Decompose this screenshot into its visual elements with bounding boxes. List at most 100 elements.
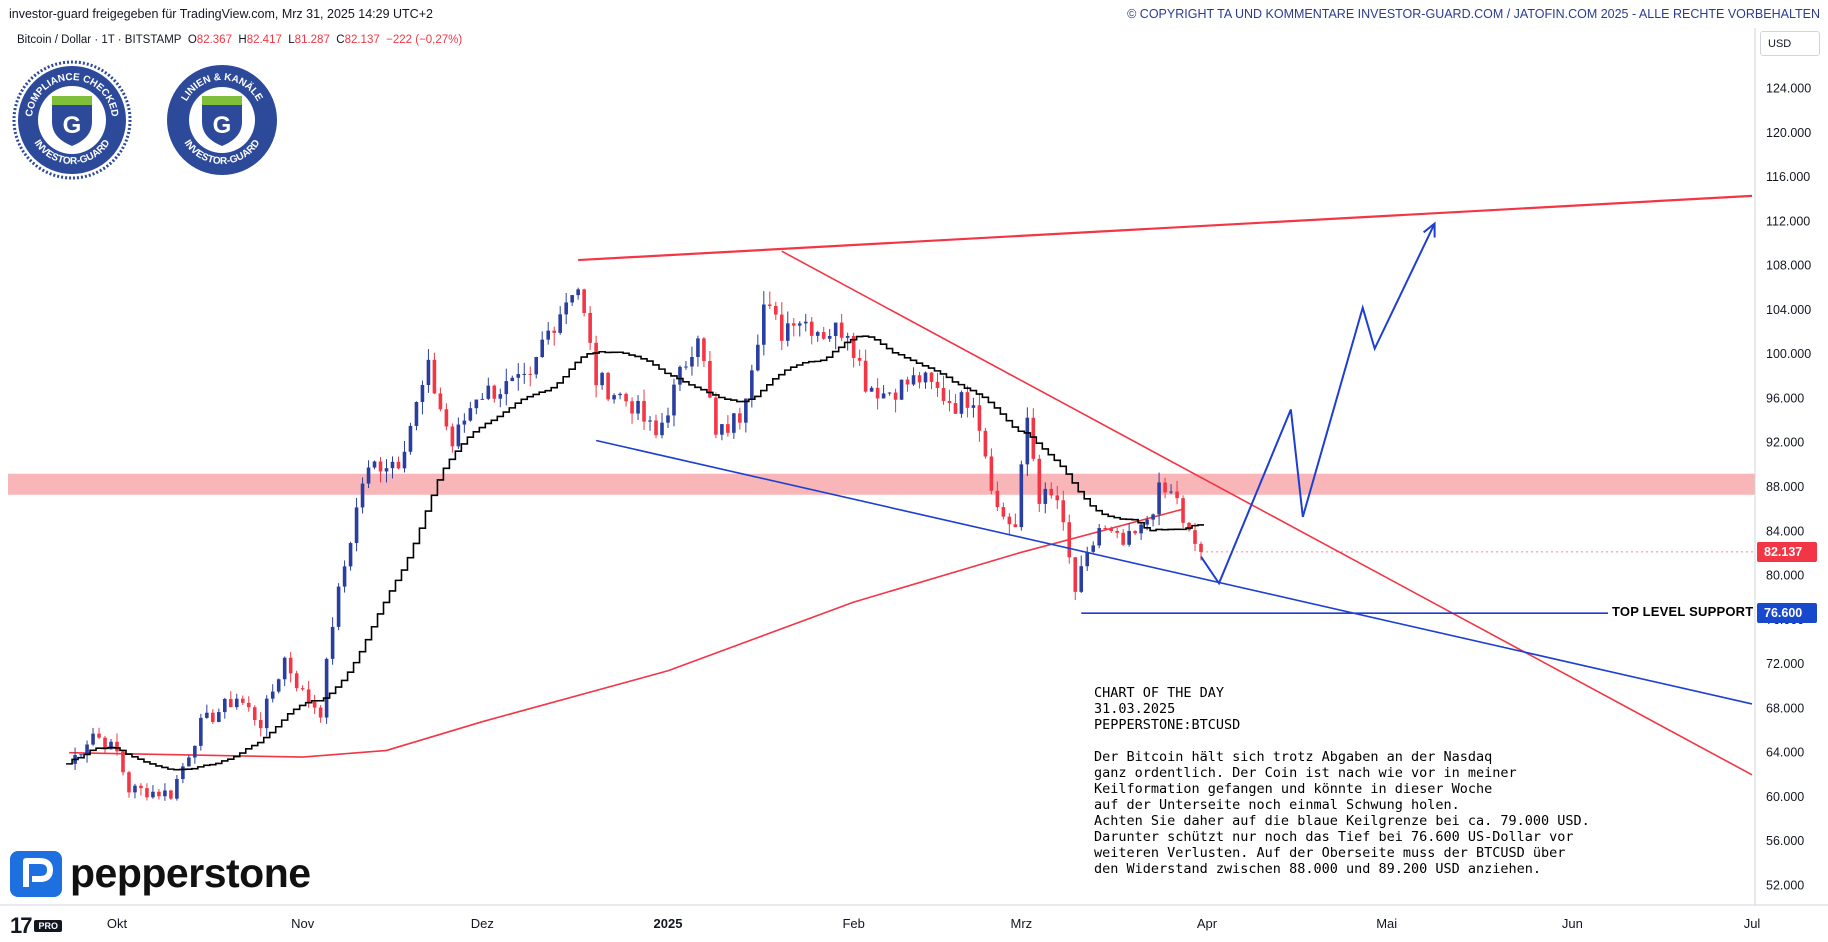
candle-body [199, 717, 203, 746]
candle-body [211, 712, 215, 722]
candle-body [145, 788, 149, 798]
candle-body [1049, 488, 1054, 496]
candle-body [97, 733, 101, 738]
candle-body [450, 426, 455, 447]
candle-body [582, 289, 586, 313]
symbol-name[interactable]: Bitcoin / Dollar · 1T · BITSTAMP [17, 34, 182, 46]
commentary-ticker: PEPPERSTONE:BTCUSD [1094, 717, 1241, 733]
y-tick-label: 112.000 [1766, 214, 1810, 228]
candle-body [546, 330, 551, 340]
candle-body [366, 467, 371, 484]
candle-body [282, 657, 287, 680]
candle-body [1031, 417, 1036, 459]
candle-body [420, 385, 425, 402]
resistance-zone [8, 473, 1755, 495]
candle-body [558, 314, 562, 333]
candle-body [324, 658, 329, 718]
candle-body [983, 430, 988, 457]
open-label: O [187, 34, 197, 46]
candle-body [228, 698, 233, 708]
candle-body [905, 379, 910, 385]
candle-body [79, 754, 83, 756]
change-value: −222 (−0,27%) [386, 34, 463, 46]
candle-body [1037, 458, 1042, 504]
low-label: L [288, 34, 295, 46]
candle-body [330, 626, 335, 659]
candle-body [270, 691, 275, 699]
candle-body [552, 330, 556, 333]
candle-body [833, 322, 838, 336]
commentary-line: Der Bitcoin hält sich trotz Abgaben an d… [1094, 749, 1493, 765]
candle-body [959, 392, 964, 414]
symbol-legend[interactable]: Bitcoin / Dollar · 1T · BITSTAMP O82.367… [17, 34, 462, 46]
candle-body [354, 507, 359, 544]
candle-body [474, 399, 479, 409]
candle-body [720, 424, 724, 435]
candle-body [1163, 482, 1167, 493]
commentary-line: auf der Unterseite noch einmal Schwung h… [1094, 797, 1460, 813]
candle-body [486, 385, 491, 399]
candle-body [648, 420, 652, 422]
candle-body [815, 332, 820, 336]
candle-body [264, 698, 269, 729]
candle-body [809, 321, 814, 336]
candle-body [779, 314, 784, 341]
candle-body [1169, 491, 1173, 493]
candle-body [1019, 464, 1024, 528]
candle-body [851, 335, 856, 358]
candle-body [672, 384, 676, 416]
candle-body [390, 461, 395, 469]
currency-selector[interactable]: USD [1760, 31, 1820, 56]
candle-body [480, 398, 485, 400]
candle-body [797, 323, 802, 326]
candle-body [726, 424, 730, 433]
candle-body [953, 403, 958, 414]
candle-body [773, 305, 778, 315]
projection-path [1200, 223, 1436, 586]
candle-body [762, 304, 766, 345]
candle-body [785, 323, 790, 341]
candle-body [1139, 524, 1143, 534]
candle-body [642, 400, 646, 422]
candle-body [917, 375, 922, 383]
candle-body [863, 360, 868, 392]
candle-body [636, 400, 640, 414]
candle-body [414, 401, 419, 426]
y-tick-label: 108.000 [1766, 259, 1811, 273]
commentary-line: weiteren Verlusten. Auf der Oberseite mu… [1094, 845, 1566, 861]
candle-body [923, 372, 928, 383]
candle-body [115, 741, 119, 752]
candle-body [570, 295, 574, 303]
commentary-line: den Widerstand zwischen 88.000 und 89.20… [1094, 861, 1542, 877]
candle-body [205, 712, 209, 718]
candle-body [223, 698, 227, 713]
candle-body [696, 338, 700, 357]
x-tick-label: Apr [1197, 916, 1218, 931]
candle-body [432, 359, 437, 394]
tradingview-logo[interactable]: 17 PRO [10, 913, 62, 939]
candle-body [947, 400, 952, 404]
commentary-title: CHART OF THE DAY [1094, 685, 1225, 701]
candle-body [1157, 482, 1161, 515]
candle-body [312, 702, 317, 708]
y-tick-label: 104.000 [1766, 303, 1811, 317]
candle-body [744, 398, 748, 423]
candle-body [690, 356, 694, 367]
current-price-badge: 82.137 [1757, 541, 1817, 562]
y-tick-label: 120.000 [1766, 126, 1811, 140]
candle-body [408, 425, 413, 452]
candle-body [1175, 491, 1179, 499]
candle-body [1193, 530, 1197, 544]
candle-body [1121, 532, 1125, 545]
candle-body [588, 312, 592, 343]
commentary-line: Achten Sie daher auf die blaue Keilgrenz… [1094, 813, 1590, 829]
candle-body [756, 344, 760, 371]
shield-icon [202, 96, 242, 146]
close-value: 82.137 [344, 34, 380, 46]
candle-body [318, 707, 323, 718]
shield-icon [52, 96, 92, 146]
commentary-line: Darunter schützt nur noch das Tief bei 7… [1094, 829, 1574, 845]
candle-body [109, 741, 113, 750]
